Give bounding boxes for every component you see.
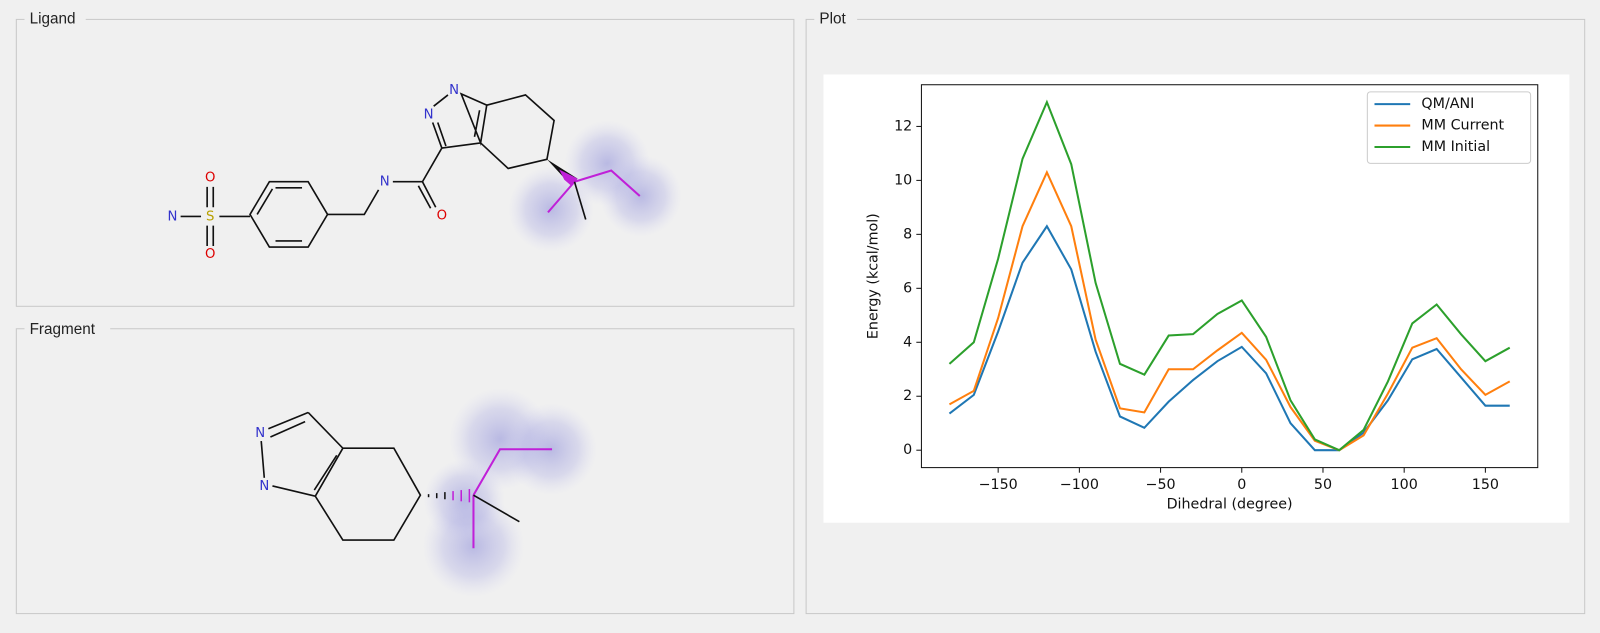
y-tick-label: 12: [894, 118, 912, 134]
line-series: [948, 224, 1510, 452]
atom-label: N: [380, 175, 390, 190]
legend-box: [1366, 91, 1532, 164]
x-tick-label: −100: [1060, 477, 1099, 493]
y-axis-label: Energy (kcal/mol): [865, 213, 881, 339]
y-tick-label: 2: [903, 388, 912, 404]
legend-label: MM Initial: [1421, 139, 1490, 155]
ligand-structure: N S O O N O N N: [167, 83, 682, 262]
line-series: [948, 169, 1511, 452]
atom-label: O: [205, 247, 215, 262]
x-tick-label: −150: [979, 477, 1018, 493]
atom-label: S: [206, 209, 214, 224]
x-tick-label: 50: [1314, 477, 1332, 493]
chart: 0 2 4 6 8 10 12 −150 −100 −50 0 50 100 150 Dihedral (d…: [865, 84, 1539, 512]
atom-label: N: [449, 83, 459, 98]
y-tick-label: 4: [903, 334, 912, 350]
atom-label: N: [259, 479, 269, 494]
x-tick-label: 150: [1472, 477, 1499, 493]
plot-frame: [920, 84, 1539, 469]
fragment-box: [15, 328, 795, 615]
atom-label: O: [437, 208, 447, 223]
panel-title: Plot: [819, 10, 846, 27]
atom-label: N: [424, 107, 434, 122]
line-series: [948, 99, 1511, 452]
legend-label: QM/ANI: [1421, 96, 1474, 112]
panel-title: Ligand: [30, 10, 76, 27]
x-tick-label: 0: [1237, 477, 1246, 493]
atom-label: N: [255, 426, 265, 441]
fragment-structure: N N: [255, 387, 597, 598]
atom-label: N: [167, 209, 177, 224]
y-tick-label: 6: [903, 280, 912, 296]
ligand-box: [15, 18, 795, 307]
panel-title: Fragment: [30, 321, 96, 338]
legend-label: MM Current: [1421, 118, 1504, 134]
x-tick-label: −50: [1146, 477, 1176, 493]
y-tick-label: 10: [894, 172, 912, 188]
y-tick-label: 8: [903, 226, 912, 242]
y-tick-label: 0: [903, 442, 912, 458]
atom-label: O: [205, 171, 215, 186]
x-tick-label: 100: [1391, 477, 1418, 493]
plot-box: [805, 18, 1586, 615]
x-axis-label: Dihedral (degree): [1167, 496, 1293, 512]
